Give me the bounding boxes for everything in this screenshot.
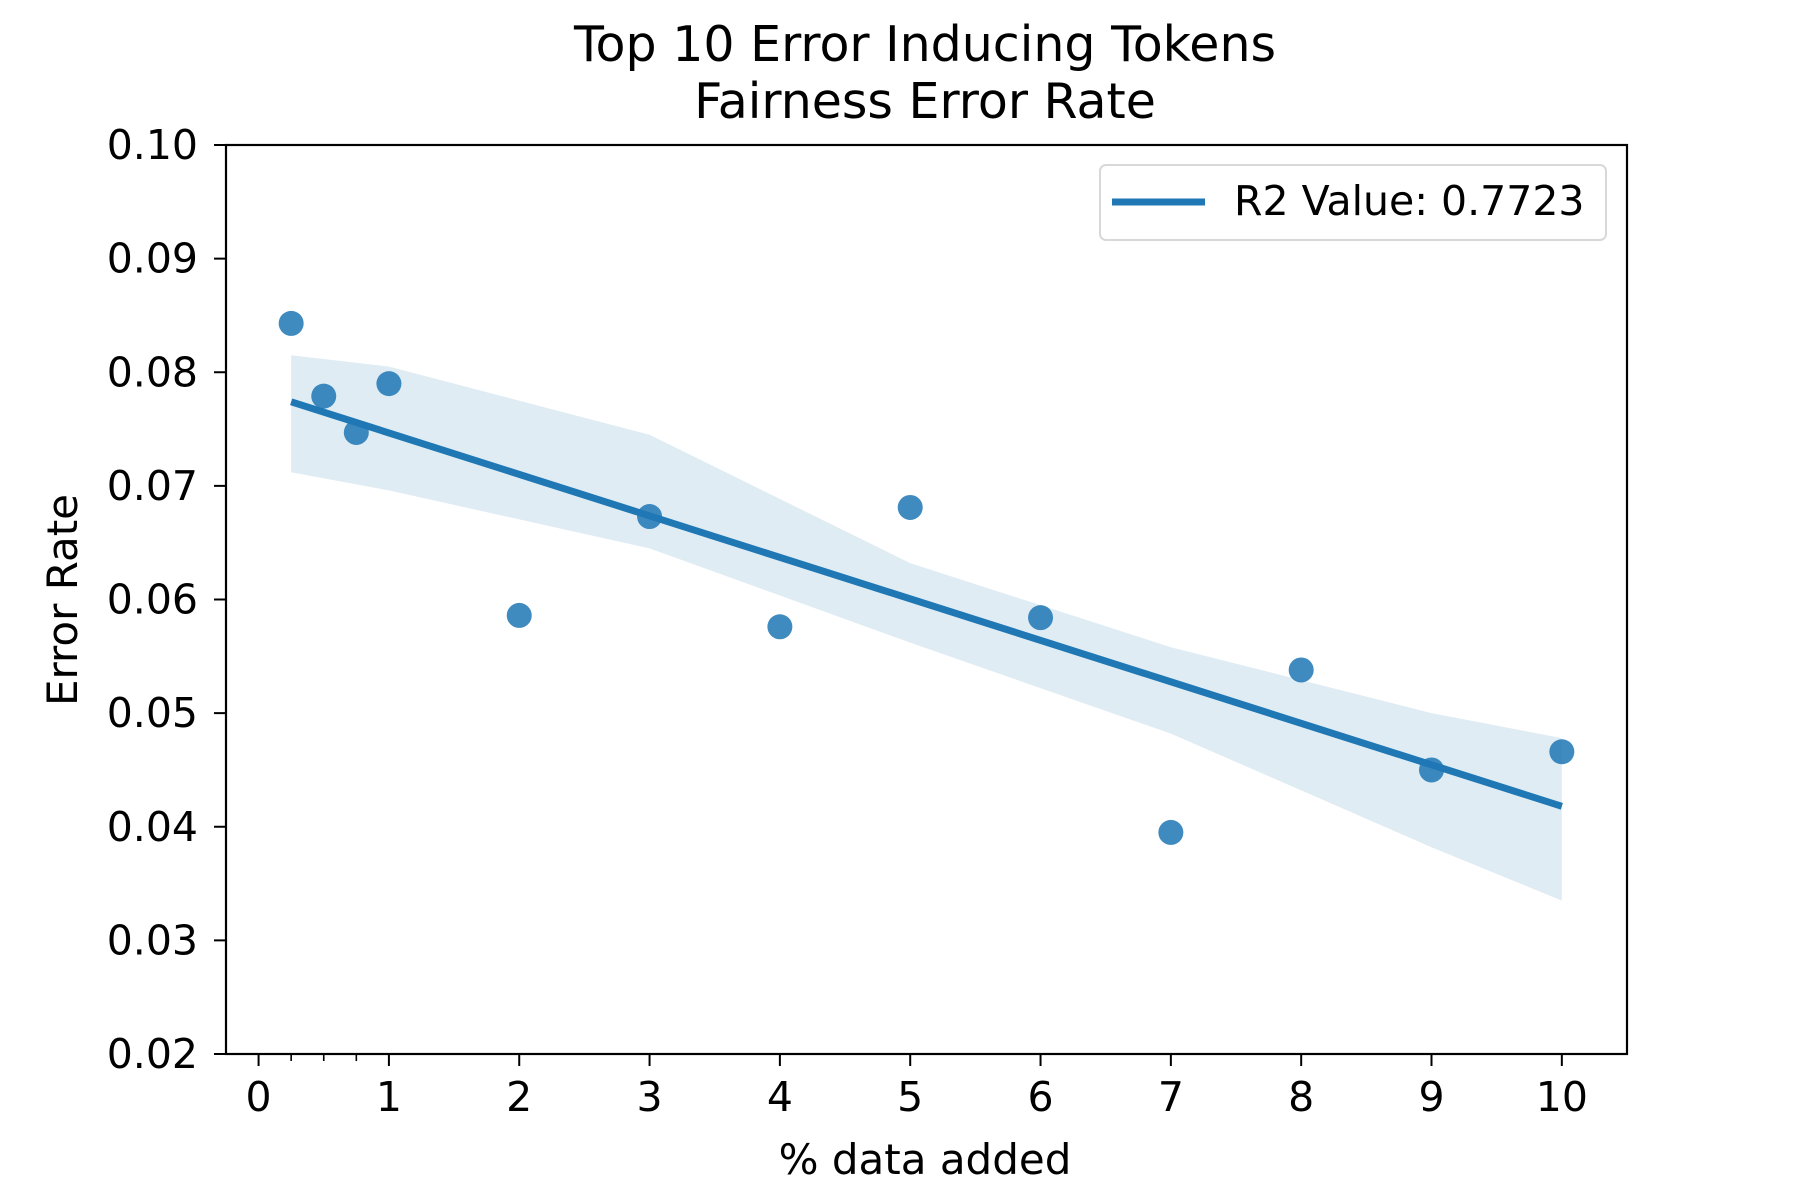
x-tick-label: 3 [637, 1073, 663, 1121]
confidence-band [291, 355, 1562, 901]
data-point [311, 383, 337, 409]
data-point [897, 494, 923, 520]
x-tick-label: 8 [1288, 1073, 1314, 1121]
legend-box [1099, 164, 1607, 241]
y-tick-label: 0.02 [107, 1030, 198, 1078]
y-tick-label: 0.04 [107, 803, 198, 851]
y-tick-label: 0.08 [107, 348, 198, 396]
y-tick-label: 0.05 [107, 689, 198, 737]
regression-line [290, 398, 1563, 810]
legend-entry-r2: R2 Value: 0.7723 [1234, 177, 1585, 225]
x-tick-label: 7 [1158, 1073, 1184, 1121]
y-axis-ticks: 0.02 0.03 0.04 0.05 0.06 0.07 0.08 0.09 0.10 [107, 121, 226, 1078]
y-tick-label: 0.06 [107, 576, 198, 624]
data-point [1549, 739, 1575, 765]
chart-title: Top 10 Error Inducing Tokens [573, 16, 1276, 73]
x-tick-label: 10 [1536, 1073, 1588, 1121]
data-point [1028, 605, 1054, 631]
legend: R2 Value: 0.7723 [1099, 164, 1607, 241]
x-tick-label: 4 [767, 1073, 793, 1121]
y-axis-label: Error Rate [38, 494, 87, 706]
x-tick-label: 2 [506, 1073, 532, 1121]
data-point [1158, 819, 1184, 845]
x-tick-label: 5 [897, 1073, 923, 1121]
x-axis-ticks: 0 1 2 3 4 5 6 7 8 9 10 [246, 1054, 1588, 1121]
y-tick-label: 0.10 [107, 121, 198, 169]
data-point [506, 602, 532, 628]
y-tick-label: 0.07 [107, 462, 198, 510]
x-tick-label: 1 [376, 1073, 402, 1121]
data-point [767, 614, 793, 640]
data-point [343, 419, 369, 445]
data-point [637, 504, 663, 530]
data-point [1288, 657, 1314, 683]
data-points-layer [278, 310, 1575, 845]
y-tick-label: 0.03 [107, 916, 198, 964]
data-point [278, 310, 304, 336]
x-tick-label: 0 [246, 1073, 272, 1121]
x-axis-label: % data added [779, 1135, 1072, 1184]
x-tick-label: 6 [1027, 1073, 1053, 1121]
data-point [1419, 757, 1445, 783]
y-tick-label: 0.09 [107, 235, 198, 283]
regression-line-layer [290, 398, 1563, 810]
confidence-band-layer [291, 355, 1562, 901]
data-point [376, 371, 402, 397]
chart-subtitle: Fairness Error Rate [694, 73, 1156, 130]
x-tick-label: 9 [1418, 1073, 1444, 1121]
